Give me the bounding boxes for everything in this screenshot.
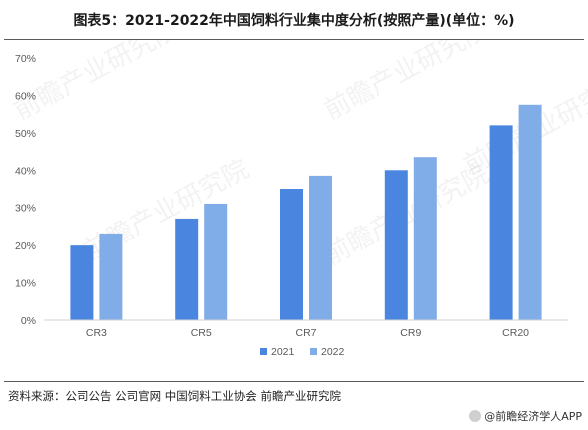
bar-CR20-2021 <box>489 125 513 320</box>
legend-swatch <box>260 348 267 355</box>
bar-CR3-2021 <box>70 245 94 320</box>
bar-CR9-2022 <box>413 157 437 320</box>
x-tick-label: CR20 <box>502 327 529 339</box>
x-tick-label: CR3 <box>86 327 107 339</box>
y-tick-label: 30% <box>15 203 36 215</box>
bar-CR7-2021 <box>280 189 303 320</box>
y-tick-label: 0% <box>21 315 36 327</box>
bar-CR5-2021 <box>175 218 199 320</box>
credit-text: @前瞻经济学人APP <box>484 410 582 423</box>
bar-chart: 前瞻产业研究院前瞻产业研究院前瞻产业研究院前瞻产业研究院前瞻产业研究院 0%10… <box>9 40 588 358</box>
x-axis: CR3 CR5 CR7 CR9 CR20 <box>44 319 568 339</box>
brand-logo-icon <box>469 410 482 422</box>
y-tick-label: 10% <box>15 278 36 290</box>
bars <box>70 104 542 321</box>
watermark-text: 前瞻产业研究院 <box>319 40 494 126</box>
bar-CR7-2022 <box>309 175 332 320</box>
title-divider <box>4 39 584 40</box>
legend: 2021 2022 <box>260 346 345 358</box>
y-axis: 0% 10% 20% 30% 40% 50% 60% 70% <box>15 53 36 327</box>
x-tick-label: CR7 <box>295 327 316 339</box>
legend-label: 2022 <box>321 346 345 358</box>
source-note: 资料来源：公司公告 公司官网 中国饲料工业协会 前瞻产业研究院 <box>8 389 341 403</box>
bar-CR3-2022 <box>99 233 123 320</box>
y-tick-label: 20% <box>15 240 36 252</box>
footer-divider <box>4 381 584 382</box>
legend-label: 2021 <box>271 346 295 358</box>
y-tick-label: 60% <box>15 90 36 102</box>
bar-CR20-2022 <box>518 104 542 321</box>
x-tick-label: CR5 <box>191 327 212 339</box>
x-tick-label: CR9 <box>400 327 421 339</box>
y-tick-label: 70% <box>15 53 36 65</box>
bar-CR9-2021 <box>384 170 408 320</box>
credit: @前瞻经济学人APP <box>469 408 582 424</box>
legend-swatch <box>310 348 317 355</box>
y-tick-label: 50% <box>15 128 36 140</box>
bar-CR5-2022 <box>204 203 228 320</box>
y-tick-label: 40% <box>15 165 36 177</box>
chart-title: 图表5：2021-2022年中国饲料行业集中度分析(按照产量)(单位：%) <box>73 13 515 29</box>
